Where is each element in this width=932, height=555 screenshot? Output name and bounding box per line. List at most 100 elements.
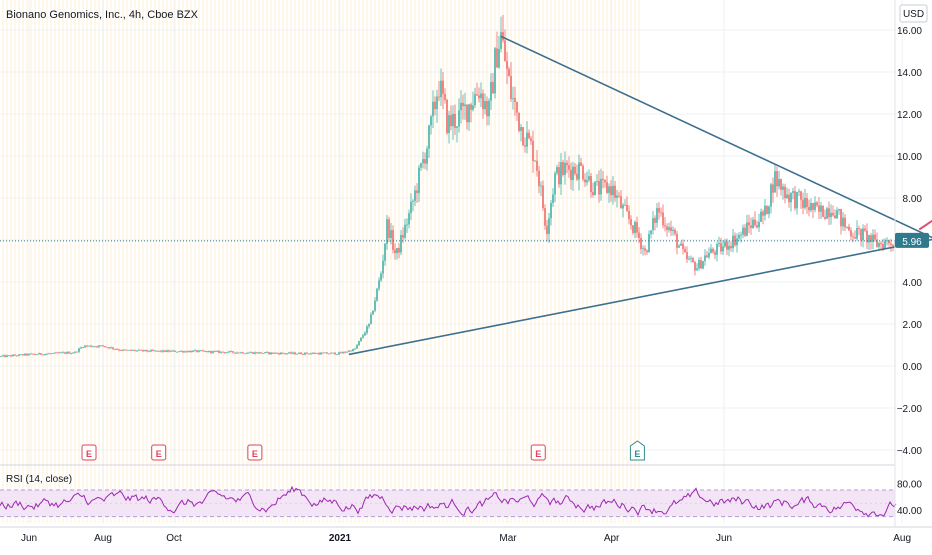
session-shade [70, 0, 72, 523]
candle-down [602, 178, 604, 180]
candle-down [210, 350, 212, 353]
candle-down [590, 176, 592, 193]
candle-up [70, 353, 72, 354]
session-shade [250, 0, 252, 523]
candle-up [348, 350, 350, 352]
earnings-event-marker[interactable]: E [247, 444, 263, 461]
candle-down [152, 350, 154, 351]
session-shade [590, 0, 592, 523]
candle-up [66, 352, 68, 354]
candle-down [334, 352, 336, 355]
candle-up [572, 166, 574, 180]
session-shade [82, 0, 84, 523]
candle-down [610, 186, 612, 196]
candle-down [282, 352, 284, 354]
earnings-event-icon [247, 444, 263, 461]
session-shade [58, 0, 60, 523]
candle-up [82, 347, 84, 349]
candle-down [584, 179, 586, 183]
candle-down [676, 233, 678, 248]
candle-up [672, 229, 674, 232]
session-shade [174, 0, 176, 523]
candle-down [416, 190, 418, 194]
candle-down [874, 234, 876, 240]
earnings-event-label: E [252, 449, 258, 459]
session-shade [342, 0, 344, 523]
candle-up [500, 32, 502, 50]
candle-up [472, 105, 474, 110]
session-shade [142, 0, 144, 523]
candle-up [310, 353, 312, 355]
candle-down [272, 352, 274, 354]
candle-down [614, 185, 616, 198]
candle-up [422, 159, 424, 164]
candle-down [206, 351, 208, 353]
candle-up [54, 352, 56, 354]
candle-down [850, 230, 852, 237]
candle-down [606, 182, 608, 193]
currency-box[interactable] [899, 4, 928, 23]
candle-up [616, 195, 618, 198]
earnings-event-marker[interactable]: E [530, 444, 546, 461]
candle-down [314, 352, 316, 354]
candle-down [108, 347, 110, 349]
session-shade [402, 0, 404, 523]
candle-up [412, 200, 414, 202]
candle-down [726, 241, 728, 250]
candle-down [762, 211, 764, 216]
candle-up [526, 132, 528, 147]
earnings-event-marker[interactable]: E [81, 444, 97, 461]
session-shade [18, 0, 20, 523]
candle-down [148, 351, 150, 353]
candle-up [608, 186, 610, 193]
candle-up [184, 351, 186, 353]
candle-up [456, 126, 458, 128]
candle-down [76, 351, 78, 353]
candle-up [84, 345, 86, 348]
candle-up [12, 354, 14, 357]
candle-down [832, 212, 834, 216]
candle-up [804, 198, 806, 208]
session-shade [214, 0, 216, 523]
candle-up [724, 241, 726, 247]
candle-down [580, 162, 582, 166]
candle-up [52, 353, 54, 354]
candle-up [372, 310, 374, 315]
candle-down [58, 352, 60, 354]
candle-up [166, 350, 168, 352]
candle-down [882, 244, 884, 249]
session-shade [206, 0, 208, 523]
candle-up [622, 205, 624, 209]
candle-down [848, 226, 850, 231]
session-shade [162, 0, 164, 523]
candle-up [452, 113, 454, 127]
session-shade [170, 0, 172, 523]
candle-down [446, 99, 448, 134]
candle-down [632, 225, 634, 233]
earnings-event-marker[interactable]: E [629, 440, 645, 461]
candle-up [212, 351, 214, 353]
candle-up [420, 163, 422, 168]
candle-down [160, 350, 162, 352]
candle-up [678, 245, 680, 248]
candle-up [690, 258, 692, 260]
candle-down [754, 219, 756, 226]
session-shade [90, 0, 92, 523]
candle-down [344, 351, 346, 353]
candle-down [398, 247, 400, 253]
candle-down [476, 94, 478, 96]
candle-up [338, 352, 340, 355]
candle-up [426, 148, 428, 164]
candle-up [774, 171, 776, 193]
candle-down [844, 217, 846, 228]
candle-down [350, 350, 352, 352]
candle-down [788, 194, 790, 203]
trendline[interactable] [348, 210, 932, 356]
candle-up [360, 337, 362, 342]
candle-down [574, 166, 576, 174]
earnings-event-marker[interactable]: E [151, 444, 167, 461]
candle-up [312, 352, 314, 354]
candle-up [200, 350, 202, 352]
